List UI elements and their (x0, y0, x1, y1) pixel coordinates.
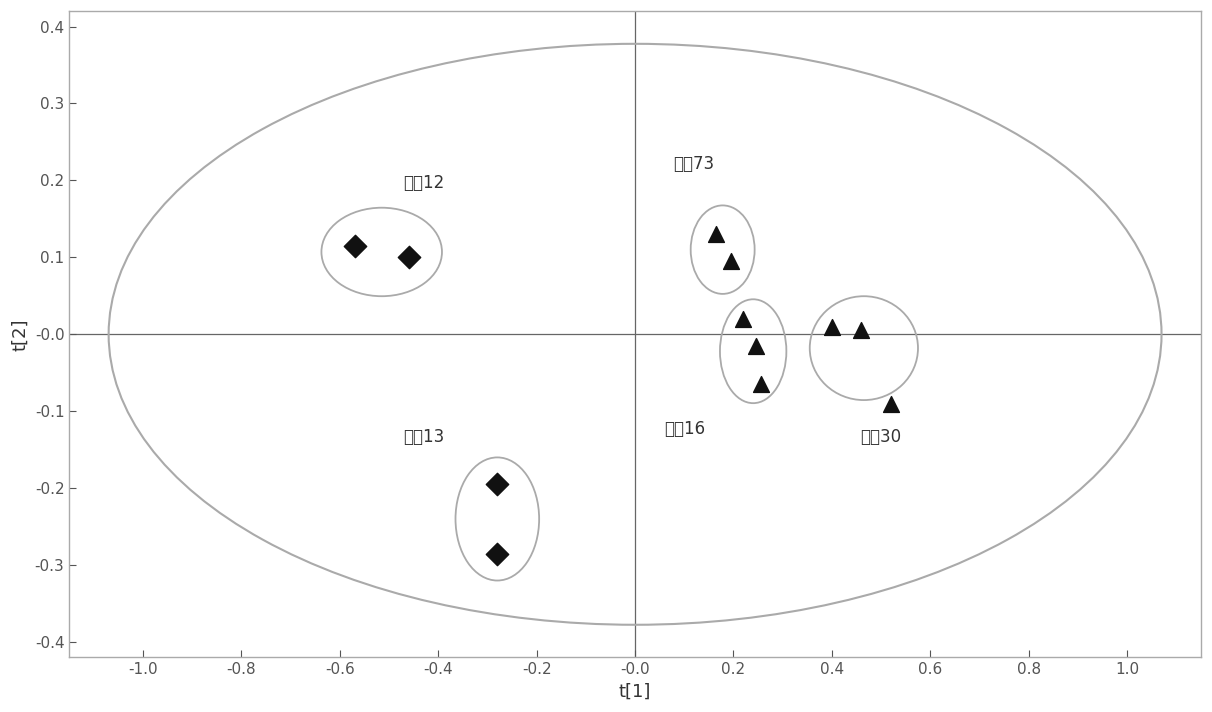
Text: 长冓16: 长冓16 (664, 420, 705, 438)
Point (852, 325, 871, 336)
Text: 高褨73: 高褨73 (674, 155, 715, 173)
Point (881, 398, 901, 409)
Point (822, 321, 841, 333)
Point (399, 251, 418, 263)
Point (487, 478, 507, 490)
Point (487, 548, 507, 560)
X-axis label: t[1]: t[1] (619, 683, 651, 701)
Text: 中螇13: 中螇13 (402, 428, 444, 446)
Point (707, 229, 726, 240)
Y-axis label: t[2]: t[2] (11, 318, 29, 350)
Text: 九冓30: 九冓30 (861, 428, 902, 446)
Point (745, 340, 765, 352)
Point (721, 256, 741, 267)
Point (345, 240, 365, 251)
Point (733, 313, 753, 325)
Text: 荷卒12: 荷卒12 (402, 174, 444, 192)
Point (751, 379, 771, 390)
